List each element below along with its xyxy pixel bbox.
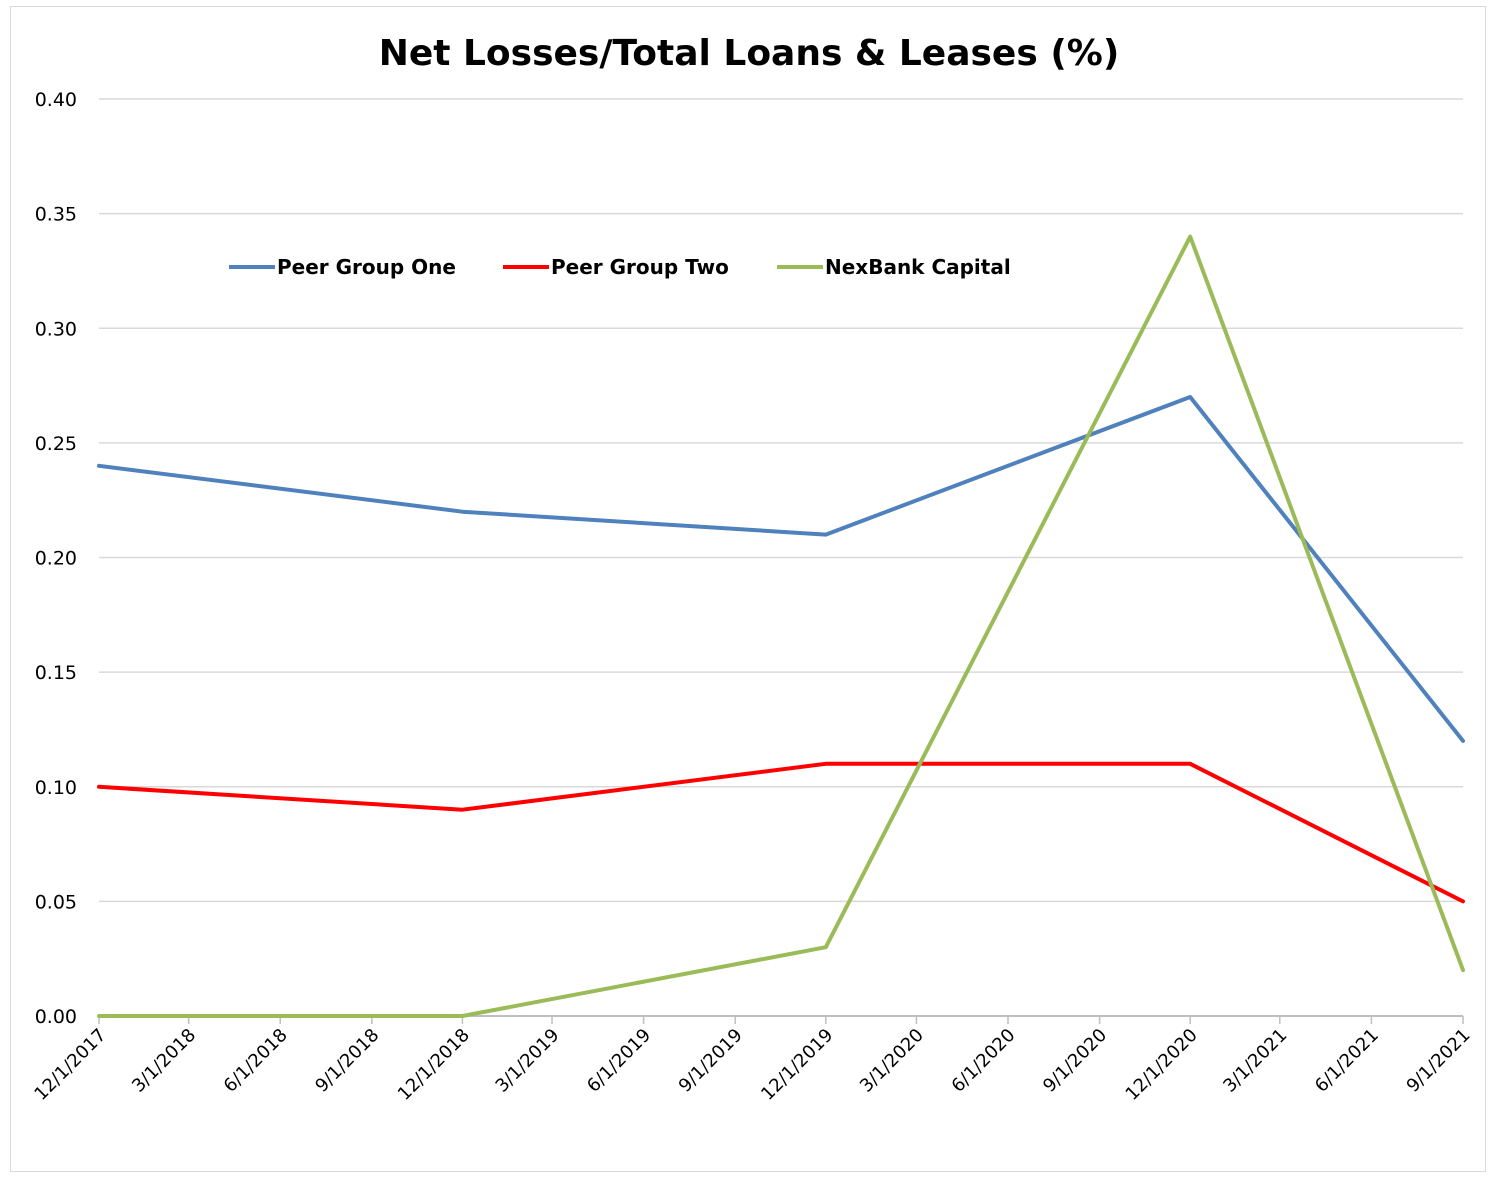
legend-label: Peer Group Two: [551, 255, 729, 279]
x-tick-label: 6/1/2020: [948, 1025, 1020, 1097]
legend-label: NexBank Capital: [825, 255, 1011, 279]
x-tick-label: 6/1/2018: [220, 1025, 292, 1097]
series-lines: [97, 234, 1465, 1018]
series-line-peer-group-one: [97, 395, 1465, 743]
x-tick-label: 9/1/2020: [1039, 1025, 1111, 1097]
y-tick-label: 0.15: [35, 662, 77, 684]
series-line-nexbank-capital: [97, 234, 1465, 1018]
x-tick-label: 3/1/2021: [1219, 1025, 1291, 1097]
y-tick-label: 0.00: [35, 1006, 77, 1028]
x-tick-label: 12/1/2019: [757, 1025, 837, 1105]
y-tick-label: 0.30: [35, 318, 77, 340]
x-tick-label: 9/1/2018: [311, 1025, 383, 1097]
x-tick-label: 12/1/2017: [30, 1025, 110, 1105]
axes: 0.00 0.05 0.10 0.15 0.20 0.25 0.30 0.35 0.40 12/1…: [30, 89, 1474, 1105]
legend-label: Peer Group One: [277, 255, 456, 279]
y-tick-label: 0.20: [35, 548, 77, 570]
x-tick-label: 3/1/2018: [128, 1025, 200, 1097]
chart-frame: Net Losses/Total Loans & Leases (%) 0.00…: [10, 6, 1486, 1172]
line-chart: Net Losses/Total Loans & Leases (%) 0.00…: [30, 33, 1474, 1105]
legend: Peer Group One Peer Group Two NexBank Capi…: [229, 255, 1011, 279]
y-tick-label: 0.35: [35, 204, 77, 226]
x-tick-label: 6/1/2021: [1311, 1025, 1383, 1097]
y-tick-label: 0.05: [35, 891, 77, 913]
y-tick-label: 0.25: [35, 433, 77, 455]
x-tick-label: 9/1/2019: [675, 1025, 747, 1097]
y-tick-label: 0.40: [35, 89, 77, 111]
gridlines: [99, 98, 1463, 903]
x-tick-label: 9/1/2021: [1403, 1025, 1475, 1097]
chart-title: Net Losses/Total Loans & Leases (%): [379, 33, 1120, 74]
x-tick-label: 6/1/2019: [583, 1025, 655, 1097]
x-tick-label: 12/1/2018: [394, 1025, 474, 1105]
y-tick-label: 0.10: [35, 777, 77, 799]
x-tick-label: 12/1/2020: [1122, 1025, 1202, 1105]
series-line-peer-group-two: [97, 761, 1465, 904]
x-tick-label: 3/1/2020: [856, 1025, 928, 1097]
x-tick-label: 3/1/2019: [492, 1025, 564, 1097]
